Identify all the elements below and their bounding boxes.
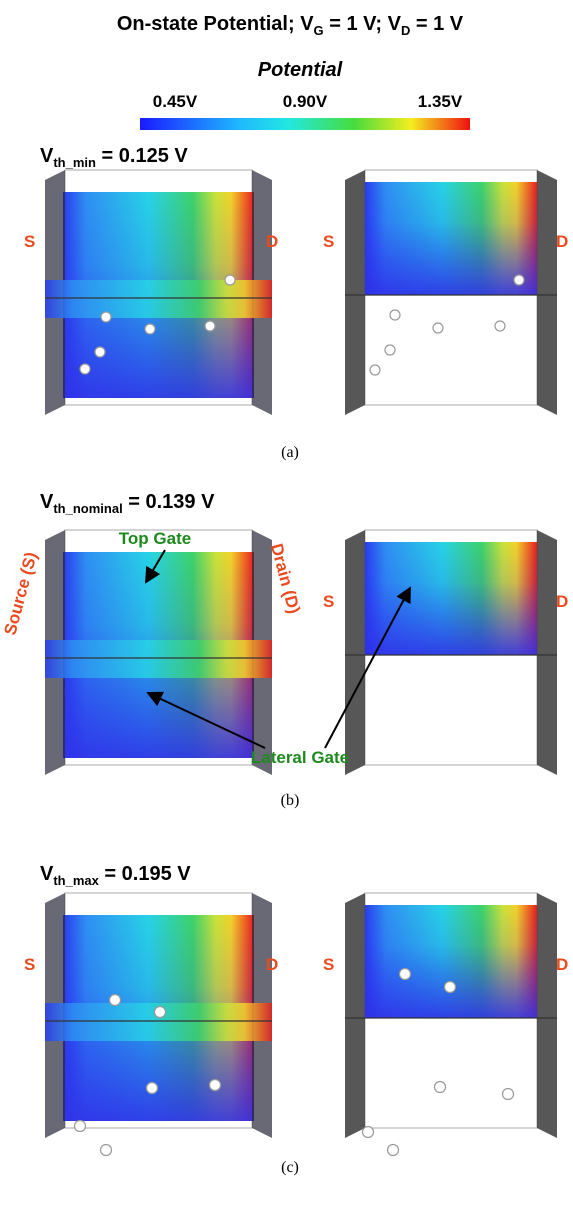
drain-label: D [556,592,568,611]
vth-sub: th_nominal [53,501,122,516]
title-part: On-state Potential; V [117,13,314,35]
title-part: = 1 V [410,13,463,35]
caption: (b) [281,792,300,809]
vth-part: = 0.125 V [96,145,188,167]
defect [205,321,215,331]
potential-shade [365,905,537,1018]
defect [445,982,456,993]
defect [75,1121,86,1132]
colorbar-tick: 1.35V [418,92,463,111]
title-sub: D [401,23,410,38]
defect [385,345,395,355]
defect [145,324,155,334]
vth-part: V [40,863,54,885]
defect [400,969,411,980]
side-wall [345,530,365,775]
annotation: Lateral Gate [251,748,349,767]
vth-part: V [40,491,54,513]
colorbar-tick: 0.90V [283,92,328,111]
figure: On-state Potential; VG = 1 V; VD = 1 V P… [0,0,573,1218]
source-label: S [24,232,35,251]
title-sub: G [314,23,324,38]
gate-slab [45,640,272,678]
colorbar-label: Potential [258,59,343,81]
source-label: S [323,232,334,251]
defect [514,275,524,285]
vth-part: = 0.195 V [99,863,191,885]
source-label: S [323,955,334,974]
potential-shade [365,542,537,655]
defect [363,1127,374,1138]
defect [388,1145,399,1156]
title-part: = 1 V; V [324,13,402,35]
caption: (a) [281,444,299,461]
defect [147,1083,158,1094]
drain-label: D [556,232,568,251]
drain-label: D [556,955,568,974]
vth-label: Vth_min = 0.125 V [40,145,188,170]
defect [370,365,380,375]
defect [503,1089,514,1100]
defect [435,1082,446,1093]
colorbar-tick: 0.45V [153,92,198,111]
defect [95,347,105,357]
side-wall [345,170,365,415]
defect [210,1080,221,1091]
source-label: Source (S) [1,550,41,637]
annotation: Top Gate [119,529,191,548]
defect [155,1007,166,1018]
vth-sub: th_min [53,155,96,170]
defect [80,364,90,374]
vth-label: Vth_nominal = 0.139 V [40,491,215,516]
source-label: S [24,955,35,974]
vth-part: V [40,145,54,167]
defect [225,275,235,285]
side-wall [537,893,557,1138]
defect [495,321,505,331]
drain-label: D [266,232,278,251]
defect [110,995,121,1006]
vth-sub: th_max [53,873,99,888]
vth-label: Vth_max = 0.195 V [40,863,191,888]
title: On-state Potential; VG = 1 V; VD = 1 V [117,13,464,38]
defect [101,312,111,322]
defect [433,323,443,333]
source-label: S [323,592,334,611]
side-wall [345,893,365,1138]
gate-slab [45,280,272,318]
side-wall [537,530,557,775]
drain-label: D [266,955,278,974]
potential-shade [365,182,537,295]
colorbar [140,118,470,130]
caption: (c) [281,1159,299,1176]
side-wall [537,170,557,415]
defect [101,1145,112,1156]
drain-label: Drain (D) [267,541,304,615]
vth-part: = 0.139 V [123,491,215,513]
defect [390,310,400,320]
